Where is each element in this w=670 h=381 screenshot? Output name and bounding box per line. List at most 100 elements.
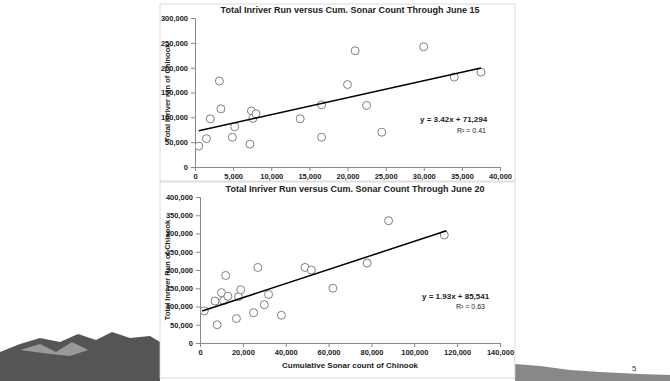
point — [246, 140, 254, 148]
point — [250, 309, 258, 317]
x-tick-mark — [500, 343, 501, 347]
x-axis: 020,00040,00060,00080,000100,000120,0001… — [198, 343, 514, 357]
point — [307, 266, 315, 274]
x-tick-label: 0 — [193, 172, 197, 181]
point — [385, 217, 393, 225]
chart-title: Total Inriver Run versus Cum. Sonar Coun… — [221, 5, 480, 15]
y-tick-label: 300,000 — [161, 14, 188, 23]
y-tick-mark — [191, 142, 195, 143]
y-axis-title: Total Inriver Run of Chinook — [163, 219, 172, 320]
x-tick: 140,000 — [487, 343, 514, 357]
point — [195, 142, 203, 150]
x-tick: 80,000 — [360, 343, 383, 357]
x-tick-mark — [233, 167, 234, 171]
x-axis-line — [196, 168, 501, 172]
chart: 020,00040,00060,00080,000100,000120,0001… — [160, 182, 515, 378]
x-tick-mark — [271, 167, 272, 171]
point — [237, 286, 245, 294]
trend-line — [202, 231, 446, 311]
y-tick-mark — [196, 343, 200, 344]
y-tick: 300,000 — [161, 14, 195, 23]
x-tick: 60,000 — [318, 343, 341, 357]
annotation: R² = 0.63 — [456, 303, 485, 310]
point — [477, 68, 485, 76]
x-tick: 120,000 — [444, 343, 471, 357]
x-tick-mark — [371, 343, 372, 347]
y-tick: 400,000 — [166, 193, 200, 202]
y-axis: 050,000100,000150,000200,000250,000300,0… — [161, 14, 196, 172]
x-tick-label: 25,000 — [375, 172, 398, 181]
point — [213, 321, 221, 329]
y-tick-mark — [196, 325, 200, 326]
point — [296, 115, 304, 123]
point — [318, 133, 326, 141]
y-tick-mark — [191, 18, 195, 19]
point — [344, 81, 352, 89]
point — [217, 105, 225, 113]
point — [351, 47, 359, 55]
point — [277, 311, 285, 319]
x-tick-mark — [462, 167, 463, 171]
x-tick: 20,000 — [232, 343, 255, 357]
point — [224, 292, 232, 300]
mountain-right — [515, 364, 670, 381]
y-tick-label: 50,000 — [170, 321, 193, 330]
x-tick: 5,000 — [224, 167, 243, 181]
mountain-left-shade — [20, 342, 88, 356]
y-tick-mark — [196, 234, 200, 235]
x-tick-mark — [286, 343, 287, 347]
chart-title: Total Inriver Run versus Cum. Sonar Coun… — [226, 184, 485, 194]
chart-frame — [160, 182, 515, 378]
x-tick: 20,000 — [337, 167, 360, 181]
page-number: 5 — [632, 364, 637, 373]
x-tick: 40,000 — [275, 343, 298, 357]
y-tick-label: 0 — [184, 163, 188, 172]
y-tick-mark — [196, 307, 200, 308]
y-tick-mark — [196, 197, 200, 198]
point — [215, 77, 223, 85]
y-tick-mark — [191, 93, 195, 94]
point — [260, 301, 268, 309]
y-tick-label: 350,000 — [166, 211, 193, 220]
x-tick: 0 — [193, 167, 197, 181]
point — [420, 43, 428, 51]
x-tick-label: 140,000 — [487, 348, 514, 357]
point — [232, 315, 240, 323]
point — [254, 263, 262, 271]
point — [265, 290, 273, 298]
point — [211, 297, 219, 305]
y-tick-mark — [191, 68, 195, 69]
chart: 05,00010,00015,00020,00025,00030,00035,0… — [160, 4, 515, 181]
x-tick-label: 20,000 — [337, 172, 360, 181]
x-tick-label: 60,000 — [318, 348, 341, 357]
slide: 505,00010,00015,00020,00025,00030,00035,… — [0, 0, 670, 381]
plot-area — [195, 43, 485, 150]
x-tick: 10,000 — [260, 167, 283, 181]
x-axis: 05,00010,00015,00020,00025,00030,00035,0… — [193, 167, 512, 181]
x-tick-mark — [414, 343, 415, 347]
y-tick-mark — [191, 167, 195, 168]
y-tick-mark — [196, 252, 200, 253]
point — [329, 284, 337, 292]
x-tick-mark — [348, 167, 349, 171]
point — [202, 135, 210, 143]
x-tick-label: 80,000 — [360, 348, 383, 357]
y-tick-mark — [191, 117, 195, 118]
y-tick: 350,000 — [166, 211, 200, 220]
point — [363, 259, 371, 267]
x-tick-label: 40,000 — [275, 348, 298, 357]
x-tick-label: 0 — [198, 348, 202, 357]
point — [206, 115, 214, 123]
y-axis-line — [191, 19, 196, 168]
x-axis-title: Cumulative Sonar count of Chinook — [282, 361, 419, 370]
mountain-left — [0, 332, 160, 381]
y-tick-label: 400,000 — [166, 193, 193, 202]
x-tick-mark — [243, 343, 244, 347]
y-tick-mark — [196, 270, 200, 271]
point — [222, 271, 230, 279]
plot-area — [200, 217, 448, 329]
x-tick-mark — [309, 167, 310, 171]
annotation: y = 3.42x + 71,294 — [420, 115, 488, 124]
y-tick-mark — [196, 215, 200, 216]
x-tick: 35,000 — [451, 167, 474, 181]
